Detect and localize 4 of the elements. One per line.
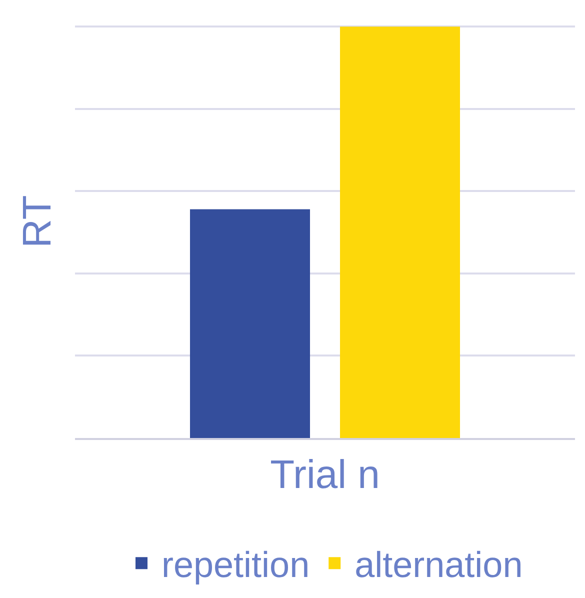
x-tick-label: Trial n bbox=[270, 452, 380, 497]
y-axis-title: RT bbox=[16, 195, 60, 248]
legend-label: alternation bbox=[354, 544, 523, 586]
legend-label: repetition bbox=[162, 544, 310, 586]
